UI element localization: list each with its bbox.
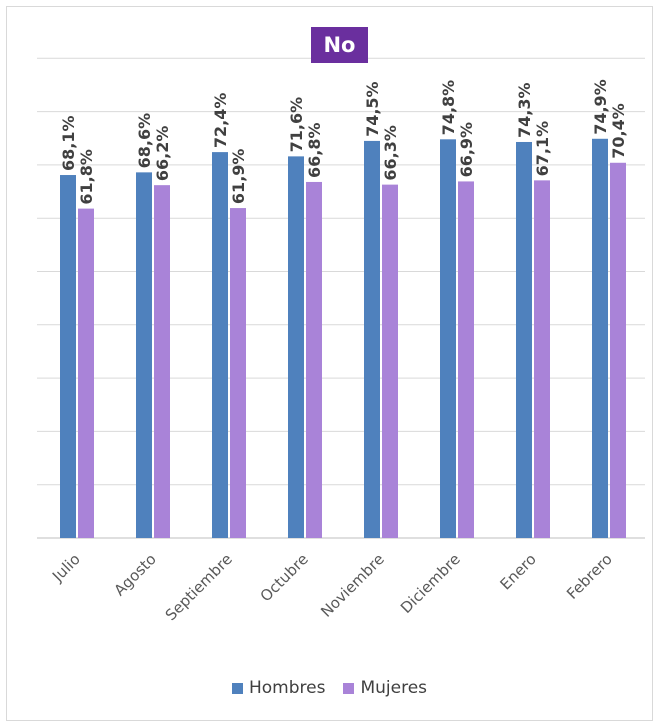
legend-label-mujeres: Mujeres (360, 678, 428, 698)
x-tick-label: Noviembre (317, 550, 388, 621)
bar-hombres-octubre (288, 156, 304, 538)
bar-hombres-agosto (136, 172, 152, 538)
bar-hombres-enero (516, 141, 532, 538)
bar-hombres-diciembre (440, 139, 456, 539)
bar-mujeres-octubre (306, 181, 322, 538)
bar-hombres-noviembre (364, 140, 380, 539)
data-label: 71,6% (287, 97, 306, 153)
data-label: 68,1% (59, 116, 78, 172)
data-label: 74,5% (363, 81, 382, 137)
legend-label-hombres: Hombres (248, 678, 326, 698)
chart-title: No (311, 27, 368, 63)
bar-mujeres-agosto (154, 185, 170, 539)
data-label: 66,8% (305, 122, 324, 178)
bar-mujeres-noviembre (382, 184, 398, 538)
bar-mujeres-diciembre (458, 181, 474, 538)
legend-item-hombres: Hombres (231, 678, 326, 698)
data-label: 66,9% (457, 122, 476, 178)
bar-hombres-septiembre (212, 152, 228, 538)
x-tick-label: Febrero (563, 550, 616, 603)
bar-hombres-julio (60, 175, 76, 539)
x-tick-label: Julio (48, 550, 84, 586)
bar-mujeres-julio (78, 208, 94, 538)
data-label: 72,4% (211, 93, 230, 149)
data-label: 74,3% (515, 82, 534, 138)
legend-item-mujeres: Mujeres (343, 678, 427, 698)
x-tick-label: Septiembre (162, 550, 236, 624)
data-label: 68,6% (135, 113, 154, 169)
data-label: 61,9% (229, 149, 248, 205)
data-label: 74,8% (439, 80, 458, 136)
data-label: 70,4% (609, 103, 628, 159)
x-tick-label: Octubre (257, 550, 312, 605)
data-label: 61,8% (77, 149, 96, 205)
bar-mujeres-septiembre (230, 208, 246, 538)
bar-hombres-febrero (592, 138, 608, 538)
x-tick-label: Enero (497, 550, 540, 593)
legend: Hombres Mujeres (0, 678, 659, 698)
data-label: 66,2% (153, 126, 172, 182)
bar-mujeres-febrero (610, 162, 626, 538)
data-label: 66,3% (381, 125, 400, 181)
data-label: 67,1% (533, 121, 552, 177)
bar-mujeres-enero (534, 180, 550, 538)
legend-swatch-mujeres (343, 682, 355, 694)
x-tick-label: Diciembre (397, 550, 464, 617)
x-tick-label: Agosto (110, 550, 159, 599)
data-label: 74,9% (591, 79, 610, 135)
legend-swatch-hombres (231, 682, 243, 694)
